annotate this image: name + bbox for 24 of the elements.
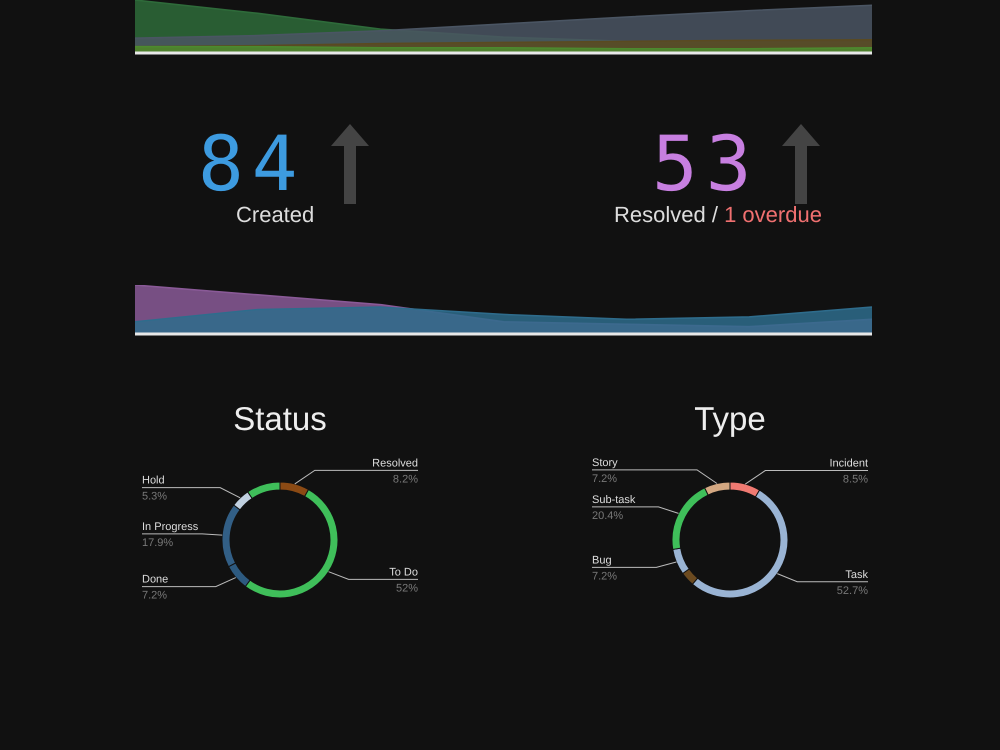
slice-label: Bug	[592, 554, 612, 566]
slice-label: Resolved	[372, 457, 418, 470]
data-label: 7.2%	[142, 590, 168, 602]
data-label: 52.7%	[836, 584, 868, 597]
slice-label: Incident	[829, 458, 868, 470]
chart-title: Type	[693, 400, 767, 439]
slice-label: Hold	[142, 474, 165, 487]
data-label: 7.2%	[592, 570, 618, 582]
slice-label: Story	[592, 456, 618, 469]
slice-label: In Progress	[142, 520, 199, 533]
text: Resolved /	[614, 202, 718, 227]
data-label: 8.5%	[842, 474, 868, 486]
data-label: 52%	[396, 582, 418, 594]
slice-label: To Do	[389, 566, 418, 578]
data-label: 20.4%	[592, 510, 624, 522]
data-label: 7.2%	[592, 472, 618, 485]
data-label: 5.3%	[142, 490, 168, 503]
slice-label: Done	[142, 574, 168, 586]
slice-label: Task	[845, 568, 868, 581]
data-label: 17.9%	[142, 536, 174, 549]
slice-label: Sub-task	[592, 494, 636, 506]
text: 1 overdue	[724, 202, 822, 227]
chart-title: Status	[232, 400, 328, 439]
data-label: 8.2%	[392, 473, 418, 486]
